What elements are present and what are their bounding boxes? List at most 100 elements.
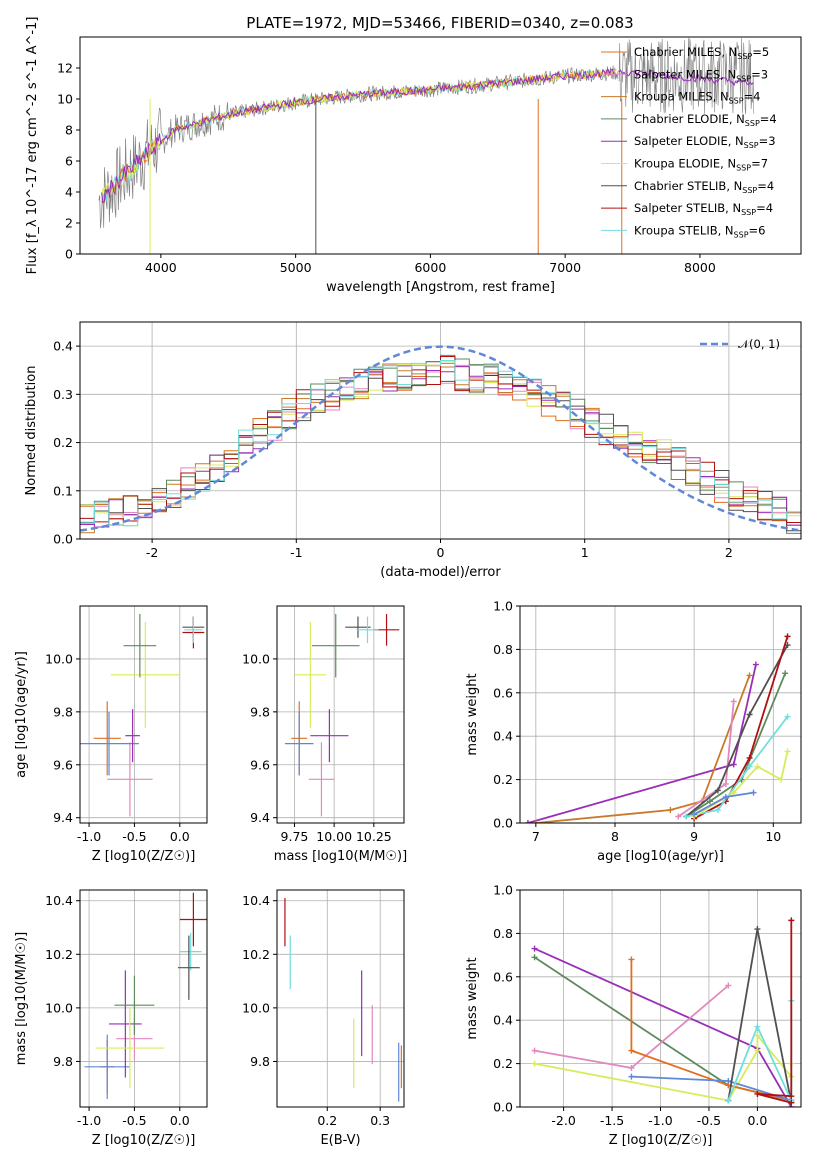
- y-tick-label: 0.4: [493, 729, 513, 744]
- mass-weight-marker: [784, 633, 791, 640]
- mass-weight-marker: [722, 780, 729, 787]
- mass-weight-line: [535, 675, 751, 823]
- x-tick-label: 10.25: [356, 829, 392, 844]
- mass-weight-marker: [722, 793, 729, 800]
- y-tick-label: 9.6: [53, 757, 73, 772]
- mass-weight-marker: [725, 982, 732, 989]
- y-axis-label: mass weight: [465, 673, 480, 755]
- mass-weight-marker: [628, 956, 635, 963]
- y-tick-label: 10.0: [45, 651, 73, 666]
- normal-legend-label: 𝒩(0, 1): [738, 337, 780, 351]
- x-axis-label: Z [log10(Z/Z☉)]: [92, 849, 196, 864]
- x-tick-label: 0: [437, 545, 445, 560]
- error-bar-point: [80, 711, 139, 776]
- legend-label: Kroupa STELIB, NSSP=6: [634, 223, 765, 239]
- y-tick-label: 2: [65, 216, 73, 231]
- x-tick-label: 10: [765, 829, 781, 844]
- mass-weight-marker: [667, 806, 674, 813]
- error-bar-point: [345, 616, 371, 638]
- age_vs_mass-axes: 9.75 10.00 10.25 9.4 9.6 9.8 10.0 mass [log10(M…: [242, 605, 407, 864]
- mass-weight-marker: [691, 811, 698, 818]
- mass-weight-marker: [524, 820, 531, 823]
- mass-weight-marker: [754, 1023, 761, 1030]
- legend-label: Kroupa ELODIE, NSSP=7: [634, 157, 768, 173]
- y-tick-label: 9.6: [250, 757, 270, 772]
- mass-weight-marker: [750, 789, 757, 796]
- mass-weight-marker: [782, 670, 789, 677]
- error-bar-point: [356, 616, 379, 644]
- mass-weight-marker: [754, 1032, 761, 1039]
- mass-weight-marker: [714, 806, 721, 813]
- y-tick-label: 1.0: [493, 599, 513, 614]
- mass-weight-marker: [725, 1077, 732, 1084]
- spectrum-frame: [79, 36, 802, 255]
- error-bar-point: [311, 613, 360, 678]
- mass-weight-marker: [730, 698, 737, 705]
- legend-label: Salpeter MILES, NSSP=3: [634, 67, 768, 83]
- mass-weight-marker: [531, 945, 538, 952]
- model-spectrum-line: [101, 68, 617, 202]
- figure-title: PLATE=1972, MJD=53466, FIBERID=0340, z=0…: [246, 14, 633, 32]
- y-tick-label: 4: [65, 185, 73, 200]
- y-tick-label: 0.2: [493, 1056, 513, 1071]
- model-spectrum-line: [101, 68, 617, 204]
- y-tick-label: 6: [65, 154, 73, 169]
- y-axis-label: Flux [f_λ 10^-17 erg cm^-2 s^-1 A^-1]: [25, 17, 40, 275]
- mass-weight-marker: [788, 1093, 795, 1100]
- y-tick-label: 0.8: [493, 642, 513, 657]
- observed-spectrum-line: [98, 65, 620, 229]
- x-axis-label: mass [log10(M/M☉)]: [274, 849, 407, 864]
- age_vs_Z-axes: -1.0 -0.5 0.0 9.4 9.6 9.8 10.0 Z [log10(Z/Z☉)] a…: [14, 605, 208, 864]
- residuals-frame: [79, 321, 802, 540]
- y-tick-label: 10: [57, 92, 73, 107]
- x-tick-label: 0.2: [317, 1113, 337, 1128]
- mass_vs_Z-axes: -1.0 -0.5 0.0 9.8 10.0 10.2 10.4 Z [log10(Z/Z☉)…: [14, 889, 208, 1148]
- y-tick-label: 8: [65, 123, 73, 138]
- error-bar-point: [179, 892, 207, 947]
- mass-weight-marker: [706, 798, 713, 805]
- mass-weight-marker: [746, 754, 753, 761]
- observed-spectrum-tail: [618, 37, 755, 115]
- x-tick-label: -0.5: [697, 1113, 721, 1128]
- y-tick-label: 10.2: [45, 947, 73, 962]
- x-tick-label: 8000: [684, 260, 716, 275]
- y-tick-label: 10.4: [45, 893, 73, 908]
- legend-label: Kroupa MILES, NSSP=4: [634, 90, 760, 106]
- y-axis-label: Normed distribution: [24, 366, 39, 496]
- x-tick-label: -1: [290, 545, 302, 560]
- mass-weight-marker: [746, 672, 753, 679]
- model-spectrum-line: [101, 68, 617, 205]
- mass-weight-marker: [788, 917, 795, 924]
- mass-weight-marker: [725, 1097, 732, 1104]
- x-tick-label: -2.0: [551, 1113, 575, 1128]
- x-tick-label: 0.0: [170, 829, 190, 844]
- x-tick-label: -2: [146, 545, 158, 560]
- x-tick-label: 8: [611, 829, 619, 844]
- y-tick-label: 0.0: [493, 1100, 513, 1115]
- y-tick-label: 10.0: [242, 1000, 270, 1015]
- x-axis-label: Z [log10(Z/Z☉)]: [609, 1133, 713, 1148]
- y-tick-label: 0.4: [493, 1013, 513, 1028]
- x-tick-label: -1.0: [648, 1113, 672, 1128]
- weight_vs_age-marks: [524, 633, 791, 823]
- y-tick-label: 9.8: [53, 1054, 73, 1069]
- error-bar-point: [110, 621, 180, 728]
- mass_vs_ebv-frame: [276, 889, 405, 1108]
- plots-layer: 4000 5000 6000 7000 8000024681012wavelength …: [14, 17, 802, 1148]
- y-tick-label: 9.4: [250, 810, 270, 825]
- y-tick-label: 0.6: [493, 685, 513, 700]
- y-tick-label: 10.0: [45, 1000, 73, 1015]
- mass-weight-marker: [714, 787, 721, 794]
- mass-weight-marker: [531, 954, 538, 961]
- y-tick-label: 0.2: [53, 435, 73, 450]
- x-axis-label: (data-model)/error: [380, 565, 501, 580]
- mass-weight-marker: [752, 661, 759, 668]
- error-bar-point: [179, 932, 202, 971]
- y-tick-label: 9.8: [53, 704, 73, 719]
- weight_vs_Z-frame: [519, 889, 802, 1108]
- mass-weight-marker: [675, 813, 682, 820]
- mass-weight-marker: [746, 763, 753, 770]
- y-tick-label: 10.2: [242, 947, 270, 962]
- model-spectrum-line: [101, 68, 617, 204]
- error-bar-point: [123, 613, 157, 678]
